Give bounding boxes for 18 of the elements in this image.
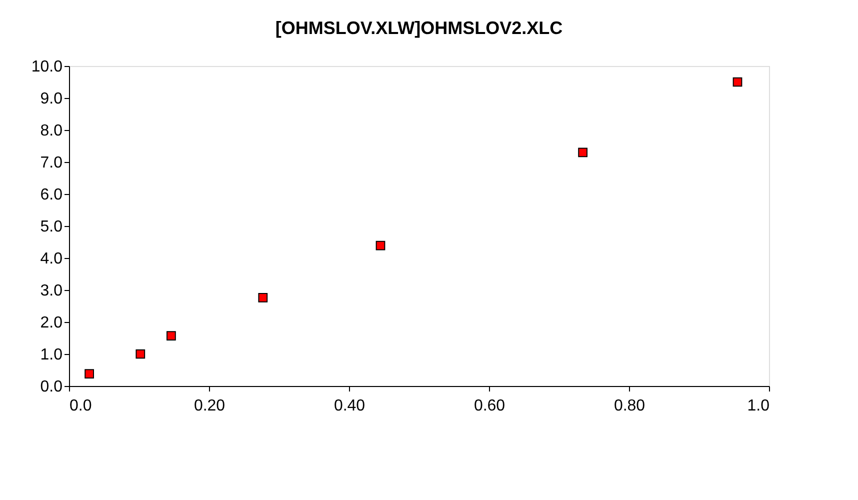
y-tick-label: 4.0 xyxy=(40,250,63,268)
y-tick-label: 8.0 xyxy=(40,122,63,140)
x-tick-label: 0.60 xyxy=(474,398,506,414)
x-tick-label: 0.20 xyxy=(194,398,226,414)
chart-title: [OHMSLOV.XLW]OHMSLOV2.XLC xyxy=(275,18,563,38)
y-tick-label: 10.0 xyxy=(31,58,63,76)
y-tick-label: 0.0 xyxy=(40,378,63,396)
y-tick-label: 7.0 xyxy=(40,154,63,172)
y-tick-label: 6.0 xyxy=(40,186,63,204)
y-tick-label: 3.0 xyxy=(40,282,63,300)
y-tick-label: 1.0 xyxy=(40,346,63,364)
x-tick-label: 0.80 xyxy=(614,398,646,414)
x-tick-label: 0.0 xyxy=(70,398,92,414)
y-tick-label: 2.0 xyxy=(40,314,63,332)
x-tick-label: 0.40 xyxy=(334,398,366,414)
x-tick-label: 1.0 xyxy=(747,398,770,414)
y-tick-label: 5.0 xyxy=(40,218,63,236)
y-tick-label: 9.0 xyxy=(40,90,63,108)
